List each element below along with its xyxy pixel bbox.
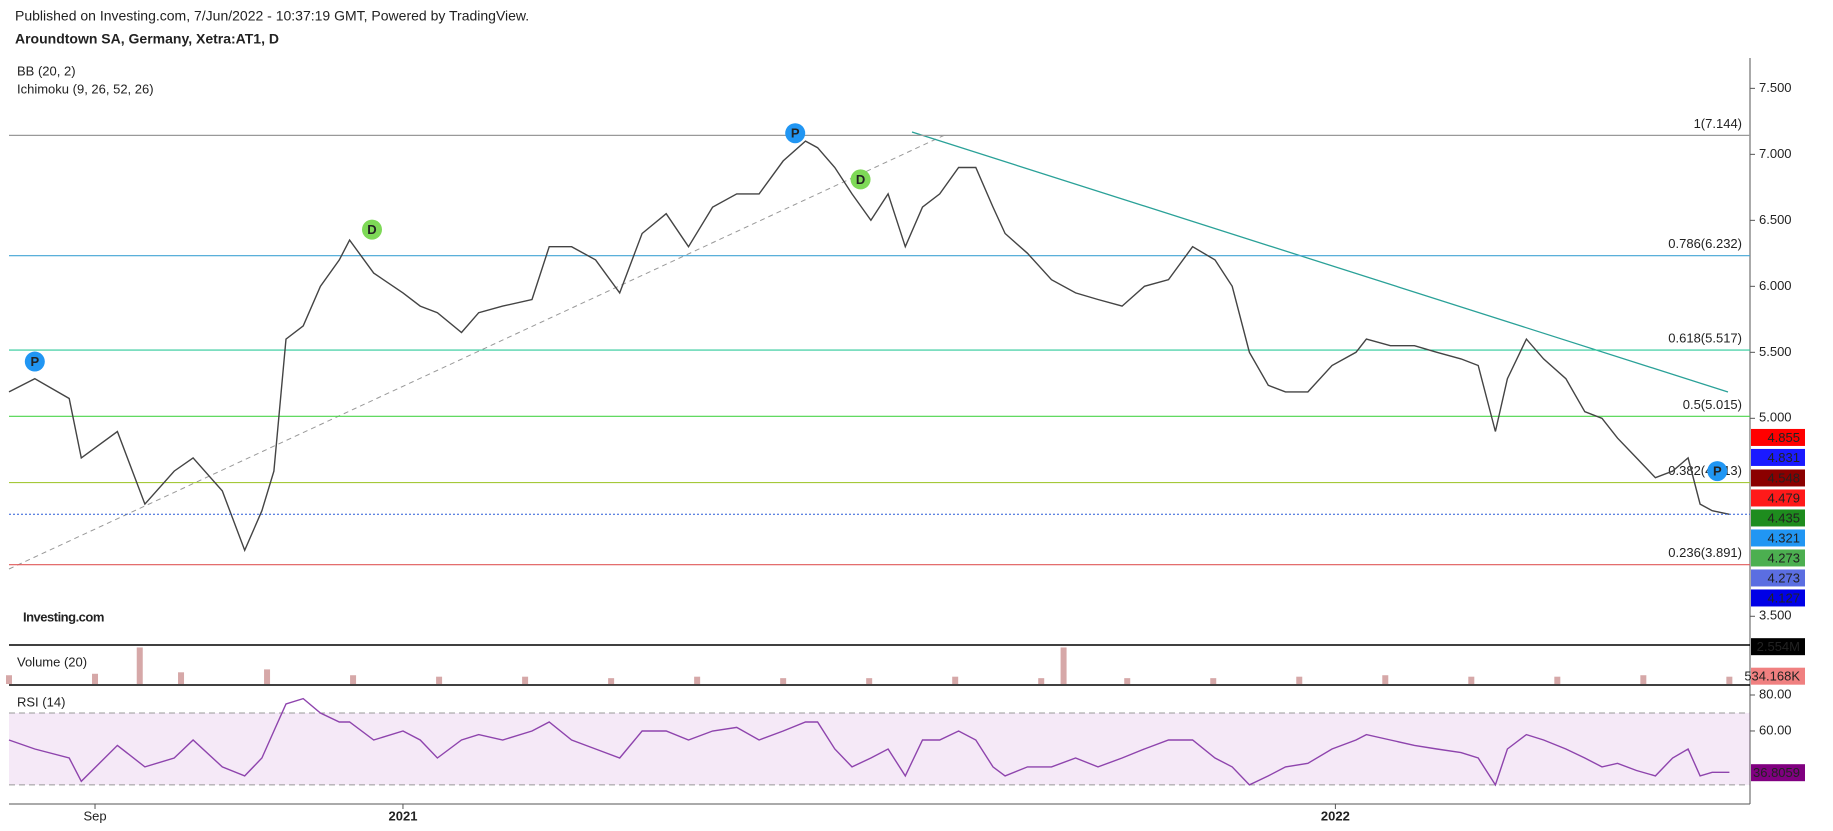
fib-label: 0.618(5.517) xyxy=(1668,331,1742,346)
volume-bar xyxy=(1060,647,1067,684)
marker-label: D xyxy=(856,172,865,187)
volume-bar xyxy=(952,676,959,684)
price-tag xyxy=(1751,529,1805,547)
price-tag-label: 4.548 xyxy=(1767,470,1800,485)
volume-bar xyxy=(1210,678,1217,684)
price-tag-label: 4.831 xyxy=(1767,450,1800,465)
price-tag xyxy=(1751,469,1805,487)
price-tag xyxy=(1751,509,1805,527)
trend-dashed xyxy=(8,133,948,570)
panel-title: BB (20, 2) xyxy=(17,63,76,78)
fib-label: 0.5(5.015) xyxy=(1683,397,1742,412)
price-tag-label: 4.321 xyxy=(1767,530,1800,545)
marker-label: P xyxy=(1713,464,1722,479)
volume-bar xyxy=(694,676,701,684)
volume-bar xyxy=(178,672,185,684)
x-tick-label: Sep xyxy=(83,808,106,823)
marker-label: P xyxy=(791,126,800,141)
volume-bar xyxy=(350,675,357,684)
price-tag-label: 534.168K xyxy=(1744,669,1800,684)
rsi-band xyxy=(9,712,1750,785)
y-tick-label: 6.000 xyxy=(1759,278,1792,293)
volume-bar xyxy=(780,678,787,684)
price-tag-label: 4.127 xyxy=(1767,590,1800,605)
y-tick-label: 60.00 xyxy=(1759,722,1792,737)
marker-label: P xyxy=(30,354,39,369)
volume-bar xyxy=(1382,675,1389,684)
symbol-title: Aroundtown SA, Germany, Xetra:AT1, D xyxy=(15,31,279,47)
price-tag-label: 36.8059 xyxy=(1753,765,1800,780)
volume-bar xyxy=(608,678,615,684)
price-tag-label: 4.479 xyxy=(1767,490,1800,505)
volume-bar xyxy=(136,647,143,684)
trend-line xyxy=(911,131,1729,393)
price-tag-label: 2.554M xyxy=(1757,639,1800,654)
logo: Investing.com xyxy=(23,609,104,624)
price-tag xyxy=(1751,589,1805,607)
volume-bar xyxy=(1468,676,1475,684)
x-tick-label: 2022 xyxy=(1321,808,1350,823)
volume-bar xyxy=(92,673,99,684)
volume-bar xyxy=(522,676,529,684)
fib-label: 0.786(6.232) xyxy=(1668,236,1742,251)
price-tag xyxy=(1751,638,1805,656)
marker xyxy=(24,351,45,372)
series-line xyxy=(8,697,1730,787)
price-tag-label: 4.273 xyxy=(1767,550,1800,565)
y-tick-label: 3.500 xyxy=(1759,608,1792,623)
panel-title: Volume (20) xyxy=(17,654,87,669)
panel-title: RSI (14) xyxy=(17,694,65,709)
price-tag-label: 4.273 xyxy=(1767,570,1800,585)
volume-bar xyxy=(264,669,271,684)
y-tick-label: 7.000 xyxy=(1759,146,1792,161)
y-tick-label: 80.00 xyxy=(1759,686,1792,701)
volume-bar xyxy=(866,678,873,684)
price-tag xyxy=(1751,569,1805,587)
volume-bar xyxy=(1554,676,1561,684)
price-tag xyxy=(1751,764,1805,782)
price-tag-label: 4.855 xyxy=(1767,430,1800,445)
series-line xyxy=(8,140,1730,553)
fib-label: 1(7.144) xyxy=(1694,116,1742,131)
volume-bar xyxy=(1124,678,1131,684)
panel-title: Ichimoku (9, 26, 52, 26) xyxy=(17,81,154,96)
price-tag xyxy=(1751,549,1805,567)
volume-bar xyxy=(436,676,443,684)
price-tag xyxy=(1751,489,1805,507)
published-note: Published on Investing.com, 7/Jun/2022 -… xyxy=(15,8,529,24)
price-tag xyxy=(1751,428,1805,446)
marker xyxy=(850,169,871,190)
y-tick-label: 5.500 xyxy=(1759,344,1792,359)
y-tick-label: 5.000 xyxy=(1759,410,1792,425)
y-tick-label: 7.500 xyxy=(1759,80,1792,95)
volume-bar xyxy=(1296,676,1303,684)
y-tick-label: 6.500 xyxy=(1759,212,1792,227)
marker-label: D xyxy=(367,222,376,237)
fib-label: 0.236(3.891) xyxy=(1668,545,1742,560)
volume-bar xyxy=(1726,676,1733,684)
volume-bar xyxy=(1038,678,1045,684)
price-tag xyxy=(1751,667,1805,685)
price-tag-label: 4.435 xyxy=(1767,510,1800,525)
x-tick-label: 2021 xyxy=(389,808,418,823)
volume-bar xyxy=(6,675,12,684)
marker xyxy=(361,219,382,240)
price-tag xyxy=(1751,448,1805,466)
marker xyxy=(1707,461,1728,482)
volume-bar xyxy=(1640,675,1647,684)
marker xyxy=(785,123,806,144)
